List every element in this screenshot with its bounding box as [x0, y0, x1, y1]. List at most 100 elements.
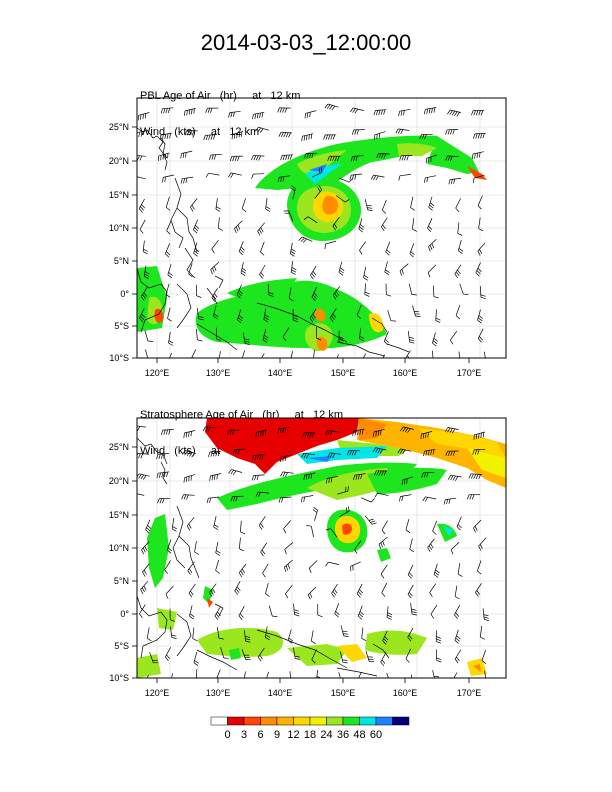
wind-barb-feather	[352, 108, 356, 113]
wind-barb-feather	[294, 614, 300, 617]
wind-barb-feather	[306, 525, 312, 527]
wind-barb-feather	[284, 549, 287, 555]
wind-barb	[289, 242, 293, 254]
wind-barb-feather	[366, 204, 372, 207]
wind-barb-feather	[142, 571, 146, 577]
wind-barb	[290, 261, 294, 273]
wind-barb	[234, 220, 243, 229]
wind-barb-feather	[210, 451, 213, 457]
wind-barb-feather	[242, 359, 246, 362]
wind-barb-feather	[193, 662, 199, 666]
wind-barb-feather	[351, 174, 354, 180]
wind-barb-feather	[359, 224, 365, 228]
wind-barb-feather	[263, 337, 268, 341]
wind-barb-feather	[477, 449, 480, 455]
wind-barb-feather	[364, 291, 370, 295]
wind-barb-feather	[167, 318, 172, 322]
wind-barb-feather	[259, 654, 263, 660]
wind-barb-feather	[140, 131, 143, 137]
wind-barb-feather	[306, 153, 309, 159]
wind-barb-feather	[261, 112, 264, 118]
wind-barb-feather	[212, 588, 216, 593]
wind-barb-feather	[454, 658, 459, 664]
wind-barb-feather	[209, 475, 211, 481]
wind-barb-feather	[166, 549, 172, 554]
wind-barb-feather	[422, 496, 426, 502]
wind-barb-feather	[328, 477, 330, 483]
wind-barb-feather	[143, 292, 148, 297]
wind-barb-feather	[214, 293, 218, 298]
wind-barb-feather	[140, 296, 145, 301]
wind-barb	[238, 241, 244, 252]
wind-barb-feather	[265, 208, 271, 212]
wind-barb-feather	[304, 113, 306, 119]
wind-barb-feather	[186, 130, 190, 136]
wind-barb-feather	[383, 341, 389, 346]
wind-barb-feather	[473, 110, 476, 116]
wind-barb-feather	[427, 272, 431, 278]
wind-barb-feather	[303, 135, 306, 141]
wind-barb-feather	[457, 269, 461, 275]
wind-barb-feather	[466, 494, 470, 500]
wind-barb	[284, 559, 293, 568]
wind-barb	[140, 287, 148, 297]
wind-barb-feather	[478, 315, 484, 319]
wind-barb-feather	[182, 450, 186, 455]
colorbar-label: 48	[353, 729, 365, 741]
wind-barb	[428, 196, 433, 208]
wind-barb-feather	[455, 612, 460, 617]
wind-barb	[450, 330, 458, 341]
wind-barb	[310, 526, 314, 538]
wind-barb	[409, 538, 413, 550]
wind-barb-feather	[253, 155, 257, 161]
wind-barb-feather	[380, 542, 383, 548]
wind-barb-feather	[208, 451, 211, 457]
wind-barb-feather	[191, 359, 194, 363]
wind-barb-feather	[411, 611, 417, 614]
wind-barb	[373, 174, 385, 178]
wind-barb-feather	[426, 472, 429, 478]
wind-barb-feather	[215, 208, 221, 212]
wind-barb	[407, 564, 414, 575]
wind-barb	[261, 353, 265, 358]
wind-barb-feather	[430, 614, 435, 619]
wind-barb-feather	[411, 613, 417, 616]
wind-barb-feather	[211, 154, 214, 160]
wind-barb	[305, 110, 317, 114]
wind-barb-feather	[277, 107, 280, 113]
wind-barb-feather	[144, 545, 148, 551]
wind-barb-feather	[144, 275, 149, 280]
wind-barb-feather	[255, 126, 259, 132]
wind-barb-feather	[142, 114, 144, 120]
wind-barb-feather	[445, 129, 448, 135]
wind-barb	[253, 111, 265, 115]
wind-barb-feather	[235, 449, 238, 455]
wind-barb-feather	[358, 680, 361, 684]
wind-barb-feather	[171, 637, 177, 639]
wind-barb-feather	[307, 112, 309, 118]
top-x-label: 150°E	[331, 368, 356, 378]
wind-barb-feather	[166, 471, 169, 477]
wind-barb-feather	[468, 473, 472, 479]
wind-barb-feather	[382, 640, 387, 645]
wind-barb-feather	[478, 433, 480, 439]
wind-barb-feather	[432, 530, 437, 535]
wind-barb-feather	[433, 675, 440, 678]
wind-barb-feather	[245, 343, 251, 345]
wind-barb-feather	[290, 362, 294, 365]
wind-barb-feather	[449, 428, 453, 433]
wind-barb-feather	[332, 313, 337, 318]
wind-barb	[338, 177, 350, 183]
wind-barb-feather	[191, 109, 193, 115]
wind-barb-feather	[330, 134, 333, 140]
wind-barb-feather	[450, 549, 454, 555]
wind-barb-feather	[144, 113, 147, 119]
wind-barb-feather	[254, 455, 257, 461]
wind-barb-feather	[262, 430, 264, 436]
wind-barb-feather	[180, 178, 183, 184]
wind-barb-feather	[420, 434, 422, 440]
wind-barb-feather	[140, 474, 144, 480]
wind-barb-feather	[137, 426, 141, 431]
wind-barb-feather	[447, 451, 451, 457]
wind-barb-feather	[131, 493, 134, 497]
